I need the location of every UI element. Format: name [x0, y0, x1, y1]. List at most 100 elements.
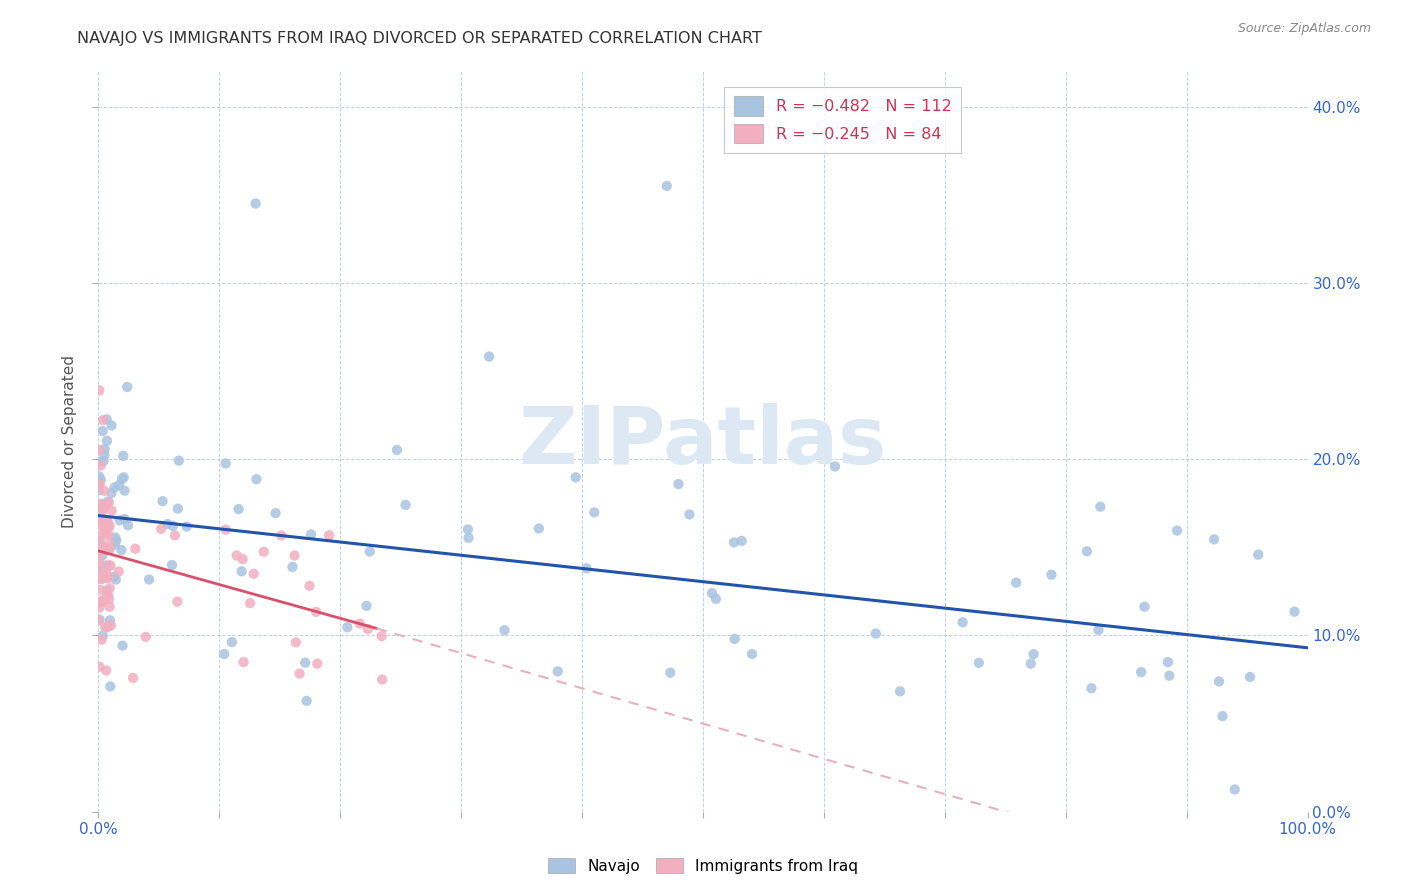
Point: [284, 549, 307, 563]
Point: [104, 538, 127, 552]
Point: [547, 665, 569, 679]
Point: [295, 694, 318, 708]
Point: [93, 448, 115, 462]
Point: [245, 472, 267, 486]
Point: [108, 478, 131, 492]
Point: [967, 656, 990, 670]
Point: [135, 630, 157, 644]
Point: [89, 477, 111, 491]
Point: [104, 531, 127, 545]
Point: [117, 518, 139, 533]
Point: [93, 483, 115, 498]
Point: [678, 508, 700, 522]
Point: [281, 559, 304, 574]
Point: [1166, 524, 1188, 538]
Point: [98, 613, 121, 627]
Point: [1212, 709, 1234, 723]
Point: [89, 384, 111, 398]
Point: [668, 477, 690, 491]
Point: [93, 524, 115, 538]
Point: [1080, 681, 1102, 696]
Point: [264, 506, 287, 520]
Point: [90, 594, 112, 608]
Point: [96, 620, 118, 634]
Point: [89, 613, 111, 627]
Point: [371, 673, 394, 687]
Point: [730, 533, 752, 548]
Point: [370, 629, 392, 643]
Point: [228, 502, 250, 516]
Text: NAVAJO VS IMMIGRANTS FROM IRAQ DIVORCED OR SEPARATED CORRELATION CHART: NAVAJO VS IMMIGRANTS FROM IRAQ DIVORCED …: [77, 31, 762, 46]
Point: [305, 605, 328, 619]
Point: [117, 380, 139, 394]
Legend: Navajo, Immigrants from Iraq: Navajo, Immigrants from Iraq: [541, 852, 865, 880]
Point: [294, 656, 316, 670]
Point: [865, 626, 887, 640]
Point: [103, 570, 125, 584]
Point: [93, 454, 115, 468]
Point: [112, 449, 135, 463]
Point: [215, 523, 238, 537]
Point: [349, 616, 371, 631]
Point: [98, 520, 121, 534]
Point: [114, 512, 136, 526]
Point: [110, 543, 132, 558]
Point: [91, 562, 114, 576]
Point: [90, 500, 112, 515]
Point: [394, 498, 416, 512]
Point: [163, 528, 186, 542]
Point: [307, 657, 329, 671]
Point: [98, 518, 121, 533]
Point: [160, 558, 183, 572]
Point: [457, 531, 479, 545]
Point: [96, 583, 118, 598]
Point: [478, 350, 501, 364]
Point: [96, 588, 118, 602]
Point: [1204, 533, 1226, 547]
Point: [385, 442, 408, 457]
Point: [1005, 575, 1028, 590]
Point: [100, 618, 122, 632]
Point: [87, 596, 110, 610]
Point: [564, 470, 586, 484]
Text: ZIPatlas: ZIPatlas: [519, 402, 887, 481]
Point: [162, 519, 184, 533]
Point: [166, 595, 188, 609]
Point: [89, 572, 111, 586]
Point: [212, 647, 235, 661]
Point: [89, 500, 111, 514]
Point: [1040, 567, 1063, 582]
Point: [723, 535, 745, 549]
Point: [1133, 599, 1156, 614]
Point: [575, 561, 598, 575]
Point: [94, 571, 117, 585]
Point: [96, 498, 118, 512]
Point: [87, 533, 110, 547]
Point: [87, 442, 110, 457]
Point: [457, 522, 479, 536]
Point: [100, 418, 122, 433]
Point: [104, 573, 127, 587]
Point: [97, 589, 120, 603]
Point: [93, 595, 115, 609]
Point: [89, 582, 111, 597]
Point: [103, 480, 125, 494]
Point: [90, 543, 112, 558]
Point: [87, 515, 110, 529]
Point: [98, 537, 121, 551]
Point: [94, 540, 117, 554]
Point: [150, 522, 173, 536]
Point: [91, 548, 114, 562]
Point: [100, 503, 122, 517]
Point: [245, 196, 267, 211]
Point: [94, 620, 117, 634]
Point: [97, 495, 120, 509]
Point: [97, 619, 120, 633]
Point: [89, 497, 111, 511]
Point: [1247, 548, 1270, 562]
Point: [96, 495, 118, 509]
Point: [1159, 668, 1181, 682]
Point: [284, 635, 307, 649]
Point: [1022, 647, 1045, 661]
Point: [152, 494, 174, 508]
